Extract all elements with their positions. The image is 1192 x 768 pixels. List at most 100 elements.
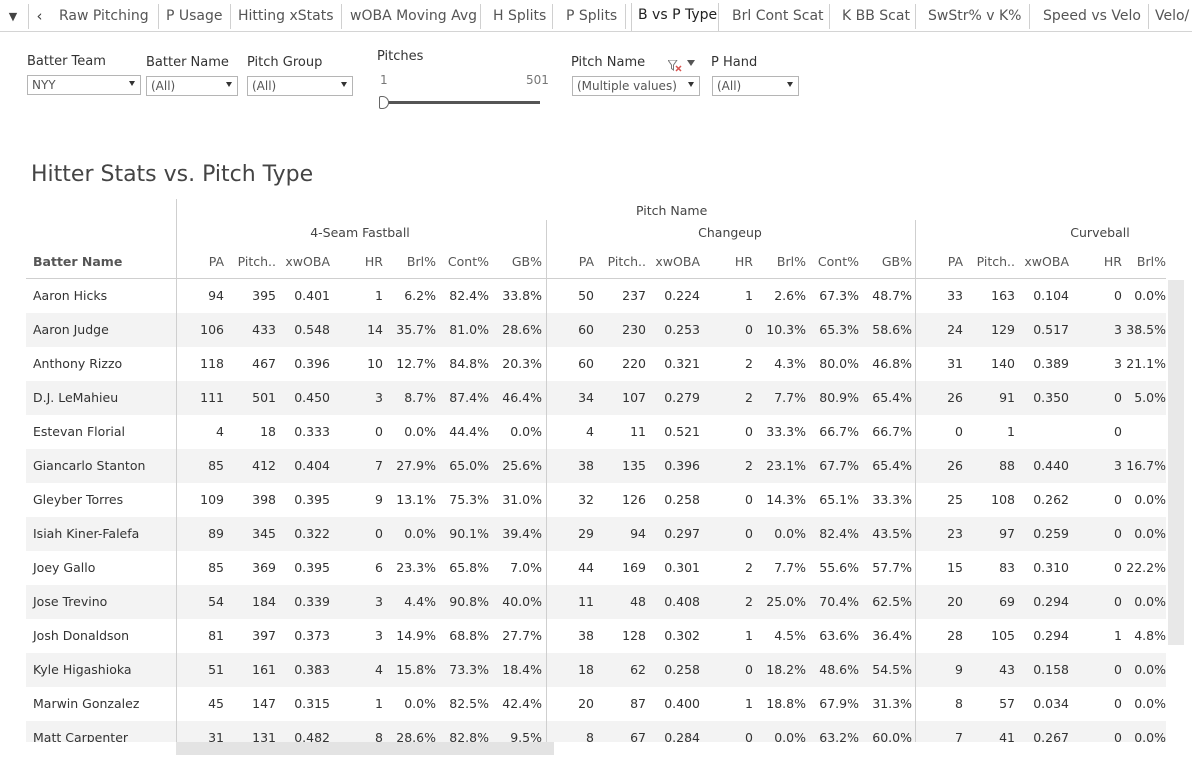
table-cell: 15	[947, 560, 963, 575]
tab-velo[interactable]: Velo/	[1149, 4, 1192, 29]
table-row[interactable]: Kyle Higashioka 51 161 0.383 4 15.8% 73.3% 18.4…	[26, 653, 1166, 687]
column-header[interactable]: HR	[364, 254, 383, 269]
tab-scroll-left-chevron-icon[interactable]: ‹	[28, 4, 50, 29]
table-cell: 26	[947, 458, 963, 473]
table-cell: 23	[947, 526, 963, 541]
table-row[interactable]: Matt Carpenter 31 131 0.482 8 28.6% 82.8% 9.5% 8…	[26, 721, 1166, 742]
table-row[interactable]: Isiah Kiner-Falefa 89 345 0.322 0 0.0% 90.1% 39…	[26, 517, 1166, 551]
batter-team-value: NYY	[32, 78, 56, 92]
table-cell: 1	[1007, 424, 1015, 439]
column-header[interactable]: GB%	[881, 254, 912, 269]
pitches-slider-handle[interactable]	[379, 96, 389, 109]
table-cell: 0.034	[1033, 696, 1069, 711]
column-header[interactable]: xwOBA	[655, 254, 700, 269]
tab-brl-cont-scat[interactable]: Brl Cont Scat	[726, 4, 830, 29]
table-cell: 4	[216, 424, 224, 439]
column-header[interactable]: PA	[947, 254, 963, 269]
column-header[interactable]: PA	[208, 254, 224, 269]
batter-name-dropdown[interactable]: (All)	[146, 76, 238, 96]
table-cell: 48.7%	[872, 288, 912, 303]
table-cell: 21.1%	[1126, 356, 1166, 371]
column-header[interactable]: HR	[734, 254, 753, 269]
table-row[interactable]: Jose Trevino 54 184 0.339 3 4.4% 90.8% 40.0% 11 4…	[26, 585, 1166, 619]
table-row[interactable]: D.J. LeMahieu 111 501 0.450 3 8.7% 87.4% 46.4% 3…	[26, 381, 1166, 415]
tab-swstr-v-k[interactable]: SwStr% v K%	[922, 4, 1030, 29]
table-cell: 0.267	[1033, 730, 1069, 742]
column-header[interactable]: PA	[578, 254, 594, 269]
table-cell: 9.5%	[510, 730, 542, 742]
tab-k-bb-scat[interactable]: K BB Scat	[836, 4, 916, 29]
batter-name-cell: Matt Carpenter	[33, 730, 129, 742]
table-cell: 27.7%	[502, 628, 542, 643]
table-cell: 41	[999, 730, 1015, 742]
table-cell: 0.0%	[774, 526, 806, 541]
horizontal-scrollbar[interactable]	[176, 742, 554, 755]
table-row[interactable]: Anthony Rizzo 118 467 0.396 10 12.7% 84.8% 20.3…	[26, 347, 1166, 381]
tab-b-vs-p-type[interactable]: B vs P Type	[631, 3, 719, 31]
tab-p-usage[interactable]: P Usage	[160, 4, 231, 29]
column-header[interactable]: Cont%	[817, 254, 859, 269]
table-cell: 0.0%	[1134, 526, 1166, 541]
column-header[interactable]: Pitch..	[607, 254, 646, 269]
table-cell: 0	[1114, 594, 1122, 609]
table-cell: 20	[578, 696, 594, 711]
tab-menu-chevron-down-icon[interactable]: ▼	[8, 10, 18, 23]
column-header[interactable]: HR	[1103, 254, 1122, 269]
column-header[interactable]: xwOBA	[1024, 254, 1069, 269]
table-cell: 33.8%	[502, 288, 542, 303]
tab-hitting-xstats[interactable]: Hitting xStats	[232, 4, 342, 29]
pitch-group-dropdown[interactable]: (All)	[247, 76, 353, 96]
table-cell: 60	[578, 322, 594, 337]
filter-menu-chevron-down-icon[interactable]	[687, 60, 695, 66]
column-header[interactable]: Brl%	[406, 254, 436, 269]
table-cell: 0.294	[1033, 594, 1069, 609]
column-header[interactable]: Brl%	[776, 254, 806, 269]
batter-team-dropdown[interactable]: NYY	[27, 75, 141, 95]
table-row[interactable]: Gleyber Torres 109 398 0.395 9 13.1% 75.3% 31.0…	[26, 483, 1166, 517]
table-row[interactable]: Aaron Hicks 94 395 0.401 1 6.2% 82.4% 33.8% 50 23…	[26, 279, 1166, 313]
vertical-scrollbar[interactable]	[1168, 280, 1184, 645]
column-header[interactable]: Pitch..	[976, 254, 1015, 269]
table-cell: 57	[999, 696, 1015, 711]
clear-filter-icon[interactable]	[667, 57, 682, 72]
tab-h-splits[interactable]: H Splits	[487, 4, 553, 29]
table-row[interactable]: Giancarlo Stanton 85 412 0.404 7 27.9% 65.0% 25…	[26, 449, 1166, 483]
table-cell: 0	[955, 424, 963, 439]
batter-name-cell: Estevan Florial	[33, 424, 126, 439]
tab-raw-pitching[interactable]: Raw Pitching	[53, 4, 159, 29]
table-row[interactable]: Josh Donaldson 81 397 0.373 3 14.9% 68.8% 27.7%…	[26, 619, 1166, 653]
p-hand-dropdown[interactable]: (All)	[712, 76, 799, 96]
tab-p-splits[interactable]: P Splits	[560, 4, 626, 29]
table-row[interactable]: Aaron Judge 106 433 0.548 14 35.7% 81.0% 28.6% 6…	[26, 313, 1166, 347]
table-row[interactable]: Joey Gallo 85 369 0.395 6 23.3% 65.8% 7.0% 44 169…	[26, 551, 1166, 585]
table-cell: 129	[991, 322, 1015, 337]
table-cell: 4	[375, 662, 383, 677]
column-header[interactable]: Brl%	[1136, 254, 1166, 269]
table-cell: 88	[999, 458, 1015, 473]
table-cell: 15.8%	[396, 662, 436, 677]
table-cell: 27.9%	[396, 458, 436, 473]
table-cell: 8	[375, 730, 383, 742]
batter-name-cell: Aaron Judge	[33, 322, 109, 337]
table-cell: 22.2%	[1126, 560, 1166, 575]
column-header[interactable]: GB%	[511, 254, 542, 269]
column-header[interactable]: Pitch..	[237, 254, 276, 269]
tab-woba-moving-avg[interactable]: wOBA Moving Avg	[344, 4, 481, 29]
column-header[interactable]: Cont%	[447, 254, 489, 269]
pitches-slider-track[interactable]	[381, 101, 540, 104]
table-cell: 42.4%	[502, 696, 542, 711]
table-cell: 147	[252, 696, 276, 711]
table-cell: 67	[630, 730, 646, 742]
table-row[interactable]: Estevan Florial 4 18 0.333 0 0.0% 44.4% 0.0% 4 11…	[26, 415, 1166, 449]
table-cell: 48	[630, 594, 646, 609]
table-cell: 48.6%	[819, 662, 859, 677]
column-header[interactable]: xwOBA	[285, 254, 330, 269]
table-cell: 140	[991, 356, 1015, 371]
table-cell: 14	[367, 322, 383, 337]
pitch-name-dropdown[interactable]: (Multiple values)	[572, 76, 700, 96]
table-cell: 108	[991, 492, 1015, 507]
tab-speed-vs-velo[interactable]: Speed vs Velo	[1037, 4, 1149, 29]
table-cell: 131	[252, 730, 276, 742]
table-cell: 65.0%	[449, 458, 489, 473]
table-row[interactable]: Marwin Gonzalez 45 147 0.315 1 0.0% 82.5% 42.4%…	[26, 687, 1166, 721]
